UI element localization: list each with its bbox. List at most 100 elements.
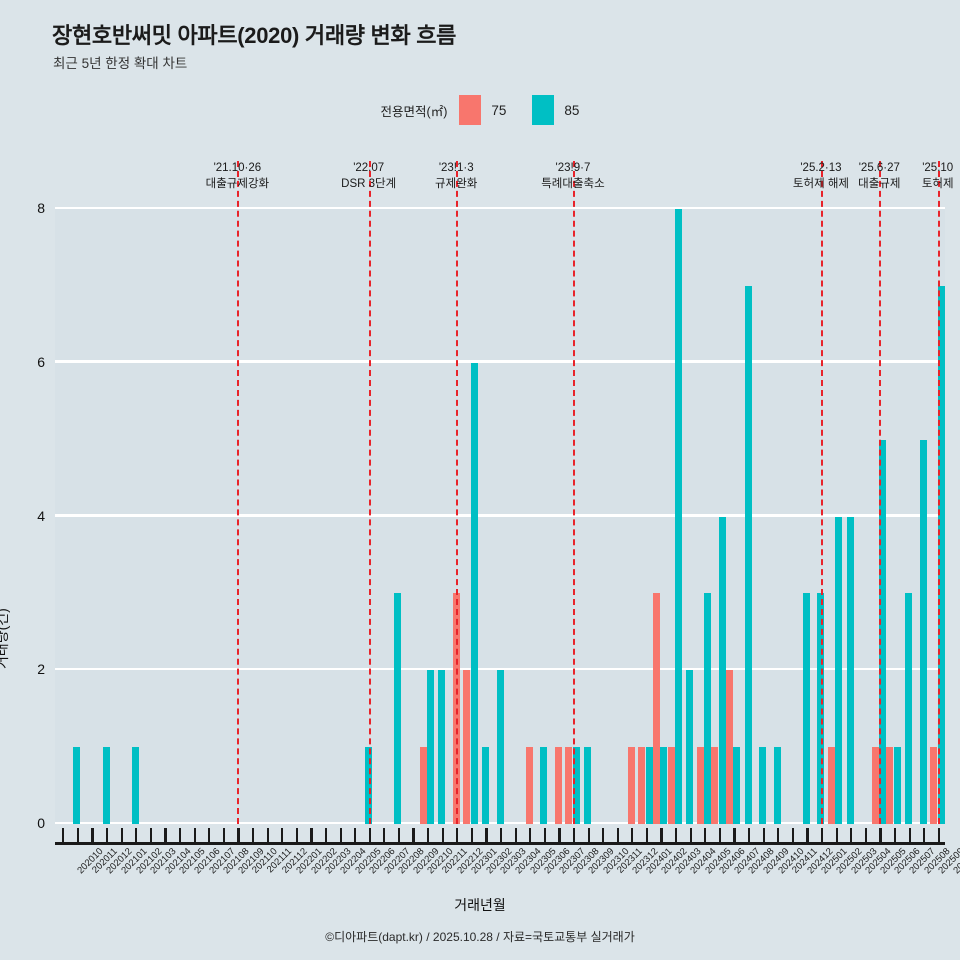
bar-85: [73, 747, 81, 824]
y-tick-label: 0: [37, 815, 45, 831]
page-title: 장현호반써밋 아파트(2020) 거래량 변화 흐름: [52, 23, 457, 48]
y-tick-label: 2: [37, 661, 45, 678]
bar-75: [463, 670, 471, 824]
bar-85: [102, 747, 110, 824]
event-date: '23!9·7: [555, 162, 591, 174]
bar-85: [572, 747, 580, 824]
bar-85: [674, 209, 682, 824]
x-tick: [733, 828, 736, 842]
x-tick: [660, 828, 663, 842]
x-tick: [514, 828, 517, 842]
bar-75: [828, 747, 836, 824]
event-name: 대출규제: [858, 178, 901, 190]
x-tick: [908, 828, 911, 842]
x-tick: [762, 828, 765, 842]
bar-75: [638, 747, 646, 824]
event-label: '25.10 토허제: [878, 160, 960, 192]
event-date: '25.2·13: [800, 162, 842, 174]
bar-85: [686, 670, 694, 824]
x-tick: [106, 828, 109, 842]
event-label: '25.6·27 대출규제: [819, 160, 939, 192]
event-name: DSR 3단계: [341, 178, 397, 190]
x-tick: [937, 828, 940, 842]
event-line: [237, 161, 240, 824]
bar-75: [554, 747, 562, 824]
bar-75: [696, 747, 704, 824]
plot-area: [55, 161, 945, 824]
x-tick: [572, 828, 576, 842]
x-tick: [310, 828, 313, 842]
event-line: [937, 161, 940, 824]
event-label: '21.10·26 대출규제강화: [177, 160, 297, 192]
bar-85: [704, 593, 712, 824]
x-tick: [441, 828, 444, 842]
x-tick: [689, 828, 692, 842]
x-tick: [412, 828, 415, 842]
bar-85: [744, 285, 752, 824]
x-tick: [864, 828, 867, 842]
x-tick: [135, 828, 138, 842]
x-tick: [193, 828, 196, 842]
event-line: [572, 161, 575, 824]
x-tick: [383, 828, 386, 842]
x-tick: [529, 828, 532, 842]
x-tick: [893, 828, 897, 842]
event-date: '23!1·3: [438, 162, 474, 174]
x-tick: [791, 828, 794, 842]
x-axis: 202010 202011 202012 202101 202102 202103 2021…: [55, 824, 960, 876]
x-tick: [543, 828, 546, 842]
event-name: 토허제: [921, 178, 954, 190]
x-tick: [485, 828, 488, 842]
event-date: '25.10: [922, 162, 954, 174]
x-tick: [456, 828, 459, 842]
bar-75: [871, 747, 879, 824]
bar-75: [930, 747, 938, 824]
x-tick: [850, 828, 853, 842]
event-line: [820, 161, 823, 824]
x-tick: [704, 828, 707, 842]
event-date: '21.10·26: [213, 162, 262, 174]
bar-85: [496, 670, 504, 824]
event-name: 대출규제강화: [205, 178, 270, 190]
y-axis-title: 거래량(건): [0, 608, 10, 669]
x-tick: [179, 828, 182, 842]
x-tick: [222, 828, 225, 842]
bar-85: [394, 593, 402, 824]
bar-85: [584, 747, 592, 824]
bar-85: [773, 747, 781, 824]
page-subtitle: 최근 5년 한정 확대 차트: [53, 56, 188, 71]
bar-85: [905, 593, 913, 824]
x-tick: [368, 828, 371, 842]
bar-85: [438, 670, 446, 824]
x-tick: [923, 828, 926, 842]
bar-85: [759, 747, 767, 824]
x-tick: [397, 828, 401, 842]
x-tick: [806, 828, 809, 842]
event-name: 규제완화: [435, 178, 478, 190]
x-tick: [208, 828, 211, 842]
x-tick: [631, 828, 634, 842]
bar-85: [879, 439, 887, 824]
event-label: '23!9·7 특례대출축소: [513, 160, 633, 192]
event-date: '22.07: [353, 162, 385, 174]
x-tick: [354, 828, 357, 842]
x-tick: [470, 828, 473, 842]
bar-85: [835, 516, 843, 824]
bar-75: [886, 747, 894, 824]
event-label: '25.2·13 토허제 해제: [761, 160, 881, 192]
bar-75: [419, 747, 427, 824]
x-tick: [645, 828, 649, 842]
gridline: [55, 514, 945, 517]
event-label: '23!1·3 규제완화: [396, 160, 516, 192]
x-tick: [76, 828, 80, 842]
y-tick-label: 6: [37, 353, 45, 370]
bar-85: [733, 747, 741, 824]
gridline: [55, 206, 945, 209]
x-axis-line: [55, 842, 945, 845]
bar-85: [802, 593, 810, 824]
event-label: '22.07 DSR 3단계: [309, 160, 429, 192]
event-date: '25.6·27: [858, 162, 900, 174]
x-tick: [879, 828, 882, 842]
event-name: 특례대출축소: [541, 178, 605, 190]
